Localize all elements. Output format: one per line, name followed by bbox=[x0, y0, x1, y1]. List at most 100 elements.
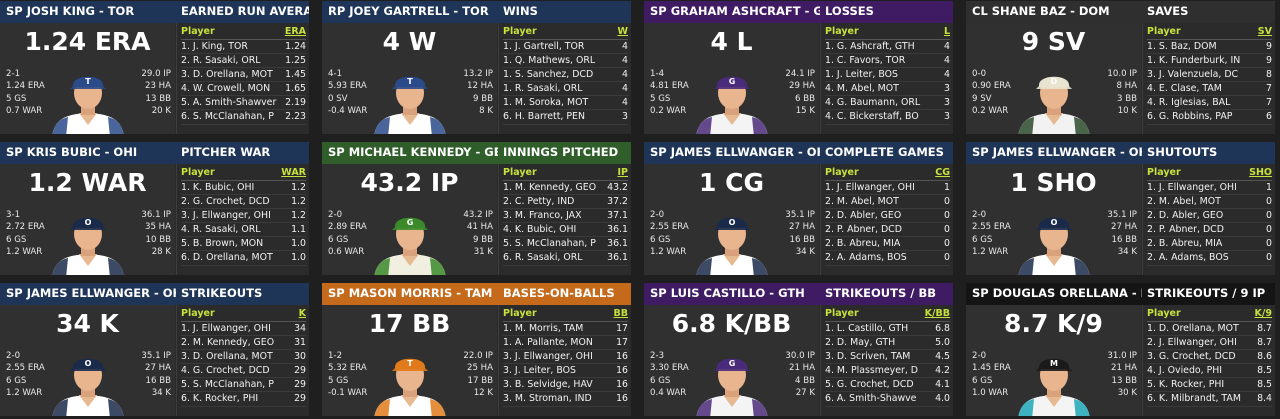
leader-player-name[interactable]: 2. M. Abel, MOT bbox=[1147, 196, 1221, 208]
player-avatar[interactable]: T bbox=[368, 67, 452, 134]
leader-player-name[interactable]: 2. D. Abler, GEO bbox=[1147, 210, 1224, 222]
leader-player-name[interactable]: 2. C. Petty, IND bbox=[503, 196, 575, 208]
leader-card-sho[interactable]: SP JAMES ELLWANGER - OHI SHUTOUTS 1 SHO O … bbox=[966, 142, 1275, 275]
featured-player-panel[interactable]: 43.2 IP G 2-0 2.89 ERA 6 GS 0.6 WAR 43.2 IP 4… bbox=[322, 164, 497, 275]
column-header-stat[interactable]: L bbox=[943, 26, 950, 37]
leader-row[interactable]: 2. P. Abner, DCD 0 bbox=[825, 223, 950, 238]
leader-row[interactable]: 4. G. Crochet, DCD 29 bbox=[181, 364, 306, 379]
leader-player-name[interactable]: 2. R. Sasaki, ORL bbox=[181, 55, 261, 67]
column-header-stat[interactable]: BB bbox=[613, 308, 628, 319]
leader-player-name[interactable]: 4. R. Sasaki, ORL bbox=[181, 224, 261, 236]
leader-player-name[interactable]: 5. A. Smith-Shawver bbox=[181, 97, 277, 109]
leader-row[interactable]: 6. G. Robbins, PAP 6 bbox=[1147, 110, 1272, 125]
featured-player-title[interactable]: SP KRIS BUBIC - OHI bbox=[6, 145, 138, 159]
leader-player-name[interactable]: 6. A. Smith-Shawve bbox=[825, 393, 917, 405]
featured-player-panel[interactable]: 1 SHO O 2-0 2.55 ERA 6 GS 1.2 WAR 35.1 IP 27 … bbox=[966, 164, 1141, 275]
featured-player-panel[interactable]: 4 L G 1-4 4.81 ERA 5 GS 0.2 WAR 24.1 IP 29 HA… bbox=[644, 23, 819, 134]
leader-player-name[interactable]: 4. G. Crochet, DCD bbox=[181, 365, 270, 377]
leader-row[interactable]: 4. W. Crowell, MON 1.65 bbox=[181, 82, 306, 97]
leader-player-name[interactable]: 1. A. Pallante, MON bbox=[503, 337, 593, 349]
leader-row[interactable]: 1. M. Morris, TAM 17 bbox=[503, 322, 628, 337]
leader-card-ip[interactable]: SP MICHAEL KENNEDY - GEO INNINGS PITCHED 4… bbox=[322, 142, 631, 275]
leader-player-name[interactable]: 1. R. Sasaki, ORL bbox=[503, 83, 583, 95]
leader-row[interactable]: 5. K. Rocker, PHI 8.5 bbox=[1147, 378, 1272, 393]
leader-player-name[interactable]: 5. B. Brown, MON bbox=[181, 238, 264, 250]
player-avatar[interactable]: G bbox=[368, 208, 452, 275]
featured-player-title[interactable]: CL SHANE BAZ - DOM bbox=[972, 4, 1110, 18]
leader-row[interactable]: 5. A. Smith-Shawver 2.19 bbox=[181, 96, 306, 111]
leader-player-name[interactable]: 2. M. Abel, MOT bbox=[825, 196, 899, 208]
leader-player-name[interactable]: 1. S. Sanchez, DCD bbox=[503, 69, 594, 81]
leader-row[interactable]: 2. D. May, GTH 5.0 bbox=[825, 336, 950, 351]
leader-player-name[interactable]: 3. D. Orellana, MOT bbox=[181, 351, 273, 363]
leader-row[interactable]: 1. J. Gartrell, TOR 4 bbox=[503, 40, 628, 55]
leader-row[interactable]: 1. C. Favors, TOR 4 bbox=[825, 54, 950, 69]
leader-row[interactable]: 1. M. Kennedy, GEO 43.2 bbox=[503, 181, 628, 196]
leader-player-name[interactable]: 6. K. Milbrandt, TAM bbox=[1147, 393, 1241, 405]
leader-row[interactable]: 3. B. Selvidge, HAV 16 bbox=[503, 378, 628, 393]
leader-row[interactable]: 4. C. Bickerstaff, BO 3 bbox=[825, 110, 950, 125]
featured-player-panel[interactable]: 1 CG O 2-0 2.55 ERA 6 GS 1.2 WAR 35.1 IP 27 H… bbox=[644, 164, 819, 275]
leader-card-saves[interactable]: CL SHANE BAZ - DOM SAVES 9 SV D 0-0 0.90 ER… bbox=[966, 1, 1275, 134]
leader-player-name[interactable]: 3. J. Valenzuela, DC bbox=[1147, 69, 1239, 81]
leader-player-name[interactable]: 4. E. Clase, TAM bbox=[1147, 83, 1222, 95]
leader-row[interactable]: 2. G. Crochet, DCD 1.2 bbox=[181, 195, 306, 210]
leader-player-name[interactable]: 1. J. Gartrell, TOR bbox=[503, 41, 585, 52]
leader-row[interactable]: 4. R. Iglesias, BAL 7 bbox=[1147, 96, 1272, 111]
leader-card-wins[interactable]: RP JOEY GARTRELL - TOR WINS 4 W T 4-1 5.93 … bbox=[322, 1, 631, 134]
column-header-stat[interactable]: WAR bbox=[281, 167, 306, 178]
column-header-stat[interactable]: CG bbox=[935, 167, 950, 178]
featured-player-panel[interactable]: 1.2 WAR O 3-1 2.72 ERA 6 GS 1.2 WAR 36.1 IP 3… bbox=[0, 164, 175, 275]
leader-player-name[interactable]: 1. M. Kennedy, GEO bbox=[503, 182, 597, 193]
leader-row[interactable]: 1. G. Ashcraft, GTH 4 bbox=[825, 40, 950, 55]
leader-row[interactable]: 1. J. King, TOR 1.24 bbox=[181, 40, 306, 55]
featured-player-title[interactable]: SP LUIS CASTILLO - GTH bbox=[650, 286, 805, 300]
featured-player-panel[interactable]: 6.8 K/BB G 2-3 3.30 ERA 6 GS 0.4 WAR 30.0 IP… bbox=[644, 305, 819, 416]
leader-row[interactable]: 5. B. Brown, MON 1.0 bbox=[181, 237, 306, 252]
leader-card-bb[interactable]: SP MASON MORRIS - TAM BASES-ON-BALLS 17 BB… bbox=[322, 283, 631, 416]
leader-player-name[interactable]: 2. M. Kennedy, GEO bbox=[181, 337, 275, 349]
leader-row[interactable]: 1. K. Bubic, OHI 1.2 bbox=[181, 181, 306, 196]
player-avatar[interactable]: G bbox=[690, 67, 774, 134]
leader-player-name[interactable]: 6. G. Robbins, PAP bbox=[1147, 111, 1233, 123]
leader-row[interactable]: 2. D. Abler, GEO 0 bbox=[1147, 209, 1272, 224]
leader-row[interactable]: 4. G. Baumann, ORL 3 bbox=[825, 96, 950, 111]
leader-row[interactable]: 1. R. Sasaki, ORL 4 bbox=[503, 82, 628, 97]
leader-player-name[interactable]: 4. M. Abel, MOT bbox=[825, 83, 899, 95]
column-header-player[interactable]: Player bbox=[503, 308, 537, 319]
leader-row[interactable]: 1. D. Orellana, MOT 8.7 bbox=[1147, 322, 1272, 337]
featured-player-panel[interactable]: 9 SV D 0-0 0.90 ERA 9 SV 0.2 WAR 10.0 IP 8 HA… bbox=[966, 23, 1141, 134]
leader-player-name[interactable]: 2. B. Abreu, MIA bbox=[1147, 238, 1223, 250]
leader-card-k[interactable]: SP JAMES ELLWANGER - OHI STRIKEOUTS 34 K O… bbox=[0, 283, 309, 416]
leader-row[interactable]: 4. M. Plassmeyer, D 4.2 bbox=[825, 364, 950, 379]
leader-player-name[interactable]: 3. D. Scriven, TAM bbox=[825, 351, 911, 363]
leader-player-name[interactable]: 2. J. Ellwanger, OHI bbox=[1147, 337, 1237, 349]
player-avatar[interactable]: D bbox=[1012, 67, 1096, 134]
leader-row[interactable]: 2. D. Abler, GEO 0 bbox=[825, 209, 950, 224]
leader-player-name[interactable]: 1. M. Soroka, MOT bbox=[503, 97, 589, 109]
leader-player-name[interactable]: 3. J. Leiter, BOS bbox=[503, 365, 576, 377]
player-avatar[interactable]: T bbox=[46, 67, 130, 134]
leader-row[interactable]: 1. J. Ellwanger, OHI 34 bbox=[181, 322, 306, 337]
leader-player-name[interactable]: 3. D. Orellana, MOT bbox=[181, 69, 273, 81]
leader-row[interactable]: 3. J. Ellwanger, OHI 16 bbox=[503, 350, 628, 365]
leader-row[interactable]: 1. S. Sanchez, DCD 4 bbox=[503, 68, 628, 83]
featured-player-panel[interactable]: 4 W T 4-1 5.93 ERA 0 SV -0.4 WAR 13.2 IP 12 H… bbox=[322, 23, 497, 134]
featured-player-panel[interactable]: 8.7 K/9 M 2-0 1.45 ERA 6 GS 1.0 WAR 31.0 IP 2… bbox=[966, 305, 1141, 416]
column-header-stat[interactable]: K/BB bbox=[924, 308, 950, 319]
column-header-stat[interactable]: ERA bbox=[284, 26, 306, 37]
column-header-player[interactable]: Player bbox=[1147, 167, 1181, 178]
player-avatar[interactable]: T bbox=[368, 349, 452, 416]
leader-row[interactable]: 1. Q. Mathews, ORL 4 bbox=[503, 54, 628, 69]
column-header-player[interactable]: Player bbox=[181, 167, 215, 178]
leader-row[interactable]: 6. A. Smith-Shawve 4.0 bbox=[825, 392, 950, 407]
column-header-player[interactable]: Player bbox=[825, 308, 859, 319]
leader-row[interactable]: 2. R. Sasaki, ORL 1.25 bbox=[181, 54, 306, 69]
featured-player-panel[interactable]: 17 BB T 1-2 5.32 ERA 5 GS -0.1 WAR 22.0 IP 25… bbox=[322, 305, 497, 416]
leader-row[interactable]: 4. J. Oviedo, PHI 8.5 bbox=[1147, 364, 1272, 379]
column-header-stat[interactable]: K/9 bbox=[1254, 308, 1272, 319]
leader-player-name[interactable]: 5. S. McClanahan, P bbox=[503, 238, 596, 250]
leader-row[interactable]: 4. R. Sasaki, ORL 1.1 bbox=[181, 223, 306, 238]
featured-player-title[interactable]: SP JAMES ELLWANGER - OHI bbox=[6, 286, 176, 300]
player-avatar[interactable]: O bbox=[1012, 208, 1096, 275]
